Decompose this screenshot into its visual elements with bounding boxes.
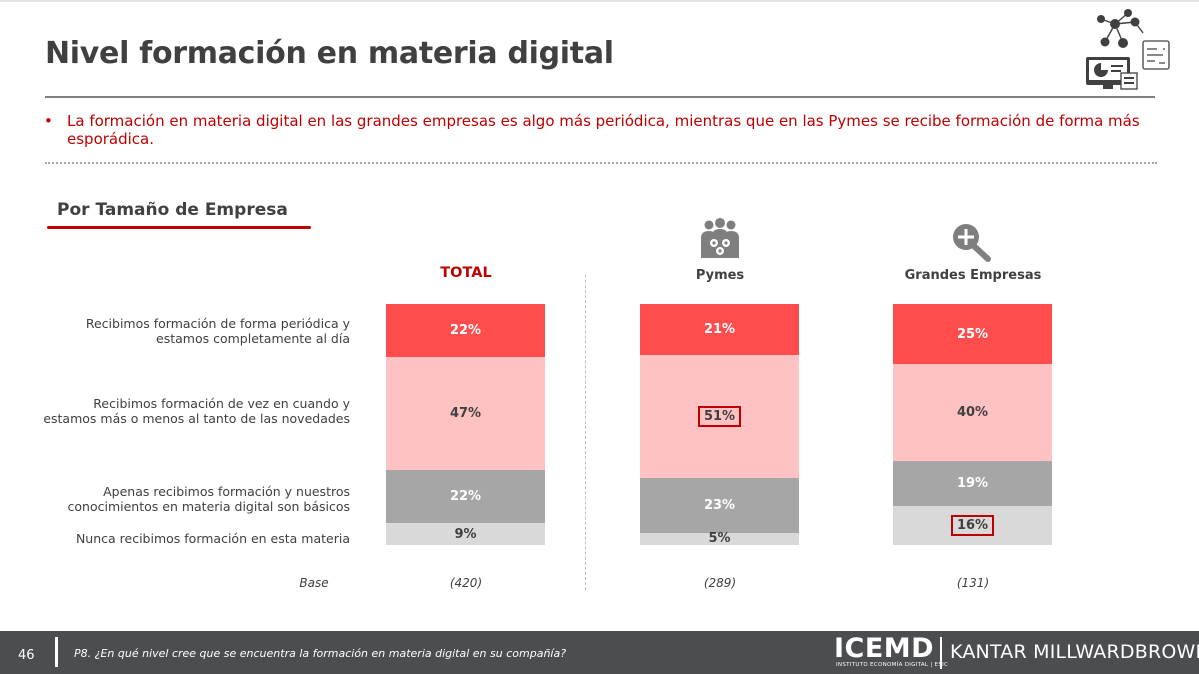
footer-accent <box>55 637 58 667</box>
footer-bar <box>0 631 1199 674</box>
network-analytics-icon <box>1083 5 1173 93</box>
bar-value-label: 40% <box>956 404 989 420</box>
bar-value-label: 23% <box>703 497 736 513</box>
category-label-apenas: Apenas recibimos formación y nuestros co… <box>68 484 350 514</box>
logo-divider <box>940 637 942 669</box>
category-label-line: Nunca recibimos formación en esta materi… <box>75 531 350 546</box>
bar-segment: 51% <box>640 354 799 478</box>
top-border <box>0 0 1199 2</box>
icemd-logo-subtitle: INSTITUTO ECONOMÍA DIGITAL | ESIC <box>836 662 949 668</box>
survey-question: P8. ¿En qué nivel cree que se encuentra … <box>74 647 567 660</box>
bar-segment: 22% <box>386 304 545 358</box>
icemd-logo: ICEMD <box>834 633 935 664</box>
dotted-separator <box>45 162 1157 164</box>
bar-segment: 19% <box>893 460 1052 507</box>
magnifier-plus-icon <box>950 222 994 262</box>
bar-value-label: 22% <box>449 323 482 338</box>
bullet-marker: • <box>44 112 53 130</box>
bar-segment: 21% <box>640 304 799 355</box>
bar-value-label: 47% <box>449 406 482 422</box>
category-label-line: estamos más o menos al tanto de las nove… <box>43 411 350 426</box>
bar-segment: 9% <box>386 523 545 545</box>
category-label-periodica: Recibimos formación de forma periódica y… <box>86 316 350 346</box>
category-label-line: conocimientos en materia digital son bás… <box>67 499 350 514</box>
bar-value-label: 22% <box>449 489 482 505</box>
total-divider <box>585 275 586 590</box>
highlighted-value-label: 16% <box>950 515 995 537</box>
key-finding-text: La formación en materia digital en las g… <box>67 112 1140 148</box>
category-label-nunca: Nunca recibimos formación en esta materi… <box>76 531 350 546</box>
bar-value-label: 9% <box>454 526 477 542</box>
bar-segment: 16% <box>893 506 1052 545</box>
bar-segment: 23% <box>640 477 799 533</box>
base-label: Base <box>299 576 329 590</box>
column-label-grandes: Grandes Empresas <box>904 268 1042 283</box>
pymes-icon <box>700 218 740 260</box>
highlighted-value-label: 51% <box>697 405 742 427</box>
section-underline <box>47 226 311 229</box>
base-total: (420) <box>449 576 483 590</box>
kantar-logo: KANTAR MILLWARDBROWN <box>950 641 1199 663</box>
column-label-pymes: Pymes <box>695 268 745 283</box>
bar-segment: 40% <box>893 364 1052 461</box>
base-grandes: (131) <box>956 576 990 590</box>
page-title: Nivel formación en materia digital <box>45 36 614 71</box>
section-title: Por Tamaño de Empresa <box>57 200 288 220</box>
bar-value-label: 21% <box>703 321 736 337</box>
base-pymes: (289) <box>703 576 737 590</box>
bar-segment: 5% <box>640 531 799 547</box>
column-label-total: TOTAL <box>440 265 492 281</box>
bar-segment: 47% <box>386 357 545 471</box>
bar-segment: 22% <box>386 470 545 524</box>
bar-segment: 25% <box>893 304 1052 365</box>
title-divider <box>45 96 1155 98</box>
bar-value-label: 25% <box>956 326 989 342</box>
category-label-vez-en-cuando: Recibimos formación de vez en cuando y e… <box>43 396 350 426</box>
page-number: 46 <box>18 648 35 663</box>
category-label-line: Apenas recibimos formación y nuestros <box>103 484 350 499</box>
bar-value-label: 5% <box>708 531 731 547</box>
category-label-line: Recibimos formación de forma periódica y <box>85 316 350 331</box>
category-label-line: estamos completamente al día <box>156 331 350 346</box>
bar-value-label: 19% <box>956 476 989 492</box>
category-label-line: Recibimos formación de vez en cuando y <box>93 396 350 411</box>
